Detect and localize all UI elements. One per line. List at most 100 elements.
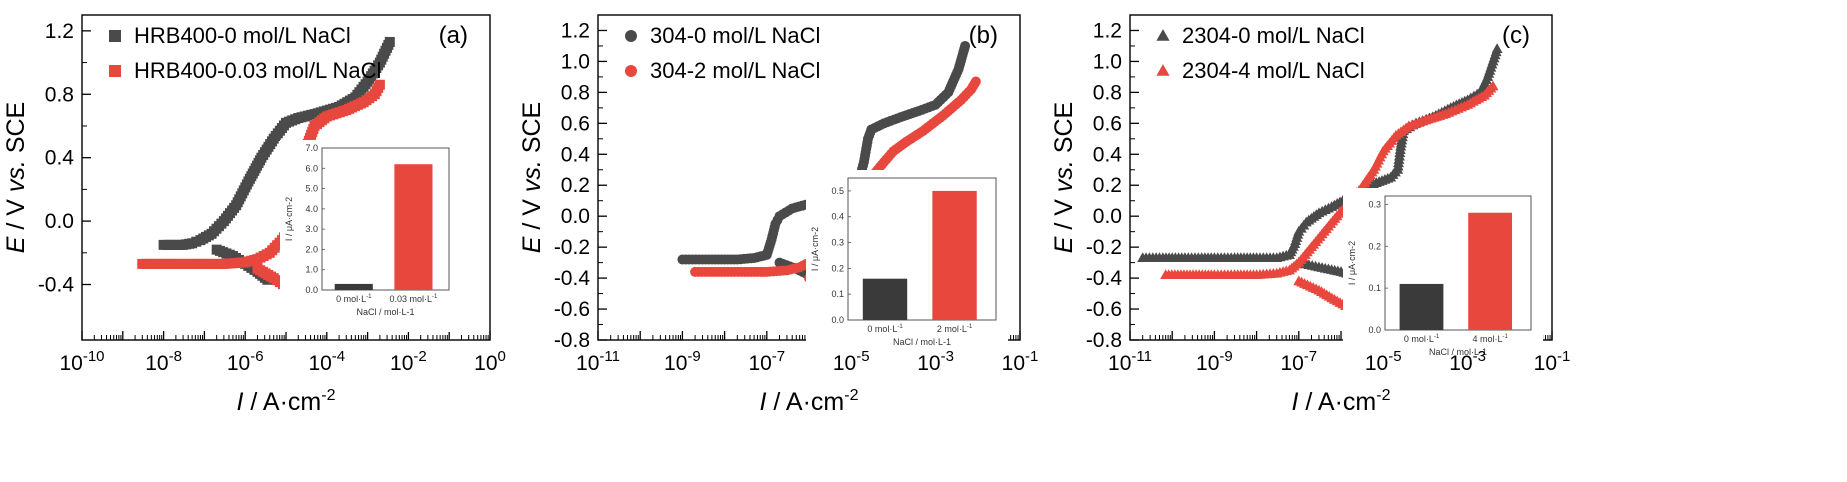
- x-tick-label: 10-9: [664, 348, 701, 375]
- inset-x-axis-label: NaCl / mol·L-1: [893, 337, 951, 347]
- y-tick-label: 0.0: [1093, 205, 1122, 228]
- y-tick-label: 0.8: [561, 81, 590, 104]
- y-tick-label: -0.6: [554, 298, 590, 321]
- data-point: [1376, 148, 1388, 159]
- inset-bar: [932, 190, 977, 320]
- inset-y-axis-label: I / μA·cm-2: [1347, 241, 1357, 285]
- legend-marker: [625, 65, 637, 77]
- data-point: [1458, 100, 1470, 111]
- inset-x-tick-label: 0 mol·L-1: [1404, 334, 1440, 344]
- inset-y-tick-label: 5.0: [305, 184, 318, 194]
- x-tick-label: 10-3: [1449, 348, 1486, 375]
- panel-b: -0.8 -0.6 -0.4 -0.2 0.0 0.2 0.4 0.6 0.8 1.0 1.2 I /…: [518, 14, 1021, 416]
- y-axis-label: E / V vs. SCE: [1050, 102, 1078, 253]
- panel-a: -0.4 0.0 0.4 0.8 1.2 I / A·cm-2 E / V vs. SCE (…: [2, 14, 491, 416]
- y-tick-label: -0.8: [1086, 329, 1122, 352]
- inset-y-axis-label: I / μA·cm-2: [810, 227, 820, 271]
- inset-y-tick-label: 0.0: [1368, 325, 1381, 335]
- data-point: [1486, 58, 1498, 69]
- x-tick-label: 10-10: [59, 348, 104, 375]
- x-tick-label: 10-5: [833, 348, 870, 375]
- legend-label: HRB400-0.03 mol/L NaCl: [134, 58, 381, 83]
- y-tick-label: 0.4: [45, 147, 75, 170]
- data-point: [1287, 241, 1299, 251]
- data-point: [174, 239, 185, 250]
- inset-x-axis-label: NaCl / mol·L-1: [356, 307, 414, 317]
- data-point: [224, 249, 235, 260]
- x-axis-label: I / A·cm-2: [1292, 387, 1391, 416]
- x-tick-label: 10-11: [1108, 348, 1152, 375]
- y-tick-label: -0.4: [1086, 267, 1123, 290]
- inset-y-tick-label: 4.0: [305, 204, 318, 214]
- data-point: [266, 271, 277, 282]
- inset-x-tick-label: 2 mol·L-1: [937, 324, 973, 334]
- y-tick-label: 1.0: [561, 50, 590, 73]
- legend-marker: [109, 30, 121, 42]
- y-tick-label: 0.2: [561, 174, 590, 197]
- x-tick-label: 10-6: [227, 348, 264, 375]
- inset-x-tick-label: 4 mol·L-1: [1472, 334, 1508, 344]
- legend-label: 2304-0 mol/L NaCl: [1182, 23, 1365, 48]
- data-point: [183, 258, 194, 269]
- inset-y-tick-label: 0.0: [305, 285, 318, 295]
- y-axis-label: E / V vs. SCE: [2, 102, 30, 253]
- panel-label: (c): [1502, 22, 1530, 49]
- data-point: [1394, 144, 1406, 154]
- data-point: [215, 258, 226, 269]
- y-tick-label: -0.4: [554, 267, 591, 290]
- data-point: [366, 91, 377, 102]
- data-point: [1480, 74, 1492, 84]
- data-point: [969, 79, 980, 90]
- y-tick-label: -0.2: [554, 236, 590, 259]
- data-point: [191, 236, 202, 247]
- x-tick-label: 10-5: [1365, 348, 1402, 375]
- y-tick-label: 0.8: [1093, 81, 1122, 104]
- x-axis-label: I / A·cm-2: [237, 387, 336, 416]
- data-point: [355, 98, 366, 109]
- panel-c: -0.8 -0.6 -0.4 -0.2 0.0 0.2 0.4 0.6 0.8 1.0 1.2 I /…: [1050, 14, 1553, 416]
- x-tick-label: 10-4: [308, 348, 345, 375]
- inset-y-tick-label: 7.0: [305, 143, 318, 153]
- inset-y-tick-label: 0.2: [1368, 241, 1381, 251]
- data-point: [1310, 260, 1322, 271]
- data-point: [360, 79, 371, 90]
- data-point: [241, 179, 252, 190]
- y-tick-label: 0.8: [45, 83, 74, 106]
- legend-marker: [1156, 29, 1170, 41]
- y-axis-label: E / V vs. SCE: [518, 102, 546, 253]
- inset-background: [1343, 188, 1543, 372]
- panel-label: (b): [969, 22, 998, 49]
- inset-y-tick-label: 0.0: [831, 315, 844, 325]
- inset-x-axis-label: NaCl / mol·L-1: [1429, 347, 1487, 357]
- inset-y-tick-label: 1.0: [305, 265, 318, 275]
- data-point: [203, 230, 214, 241]
- legend-label: HRB400-0 mol/L NaCl: [134, 23, 351, 48]
- y-tick-label: 1.0: [1093, 50, 1122, 73]
- data-point: [959, 43, 970, 54]
- data-point: [274, 237, 285, 248]
- x-tick-label: 10-7: [748, 348, 785, 375]
- inset-y-tick-label: 0.3: [1368, 199, 1381, 209]
- data-point: [167, 258, 178, 269]
- data-point: [1400, 122, 1412, 133]
- inset-x-tick-label: 0.03 mol·L-1: [390, 294, 439, 304]
- y-tick-label: -0.8: [554, 329, 590, 352]
- data-point: [1310, 209, 1322, 219]
- data-point: [1389, 166, 1401, 177]
- data-point: [1303, 243, 1315, 254]
- data-point: [249, 254, 260, 265]
- x-axis-label: I / A·cm-2: [760, 387, 859, 416]
- legend: 2304-0 mol/L NaCl 2304-4 mol/L NaCl: [1156, 23, 1365, 83]
- x-tick-label: 10-2: [390, 348, 427, 375]
- y-tick-label: 0.0: [561, 205, 590, 228]
- y-tick-label: 1.2: [1093, 19, 1122, 42]
- inset-bar: [394, 164, 433, 290]
- data-point: [383, 39, 394, 50]
- inset-y-tick-label: 0.3: [831, 238, 844, 248]
- data-point: [338, 106, 349, 117]
- data-point: [155, 258, 166, 269]
- data-point: [1382, 172, 1394, 183]
- y-tick-label: -0.4: [38, 274, 75, 297]
- inset-y-tick-label: 0.5: [831, 186, 844, 196]
